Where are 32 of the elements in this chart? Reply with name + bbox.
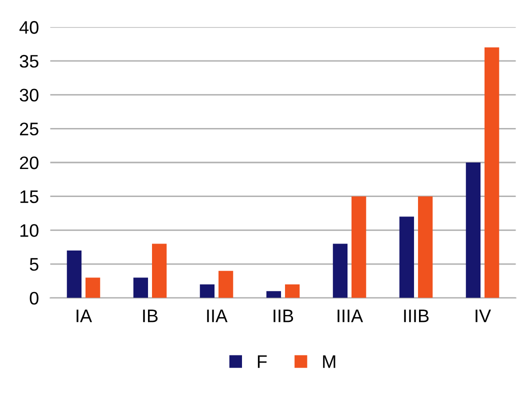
x-tick-label: IIIA (338, 310, 364, 322)
bar (332, 244, 348, 298)
x-tick-label: IA (76, 310, 92, 322)
bar (352, 196, 366, 298)
bar (418, 196, 433, 298)
bar (200, 284, 215, 298)
bar (66, 250, 82, 298)
bar (266, 291, 282, 298)
bar (133, 278, 148, 298)
bar (399, 216, 414, 298)
legend-label: F (258, 355, 267, 368)
bar (86, 278, 100, 298)
y-tick-label: 5 (30, 258, 38, 271)
y-tick-label: 20 (20, 156, 38, 170)
x-tick-label: IIA (207, 310, 228, 322)
x-tick-label: IB (143, 310, 158, 322)
x-tick-label: IV (476, 310, 491, 322)
y-tick-label: 0 (30, 292, 38, 305)
y-tick-label: 10 (20, 224, 38, 237)
y-tick-label: 40 (19, 21, 38, 34)
y-tick-label: 15 (20, 190, 38, 204)
x-tick-label: IIIB (404, 310, 429, 322)
y-tick-label: 25 (20, 122, 38, 136)
bar (484, 47, 500, 298)
legend-label: M (323, 355, 336, 368)
bar (218, 270, 234, 298)
y-tick-label: 35 (20, 54, 38, 68)
bar (466, 162, 481, 298)
x-tick-label: IIB (274, 310, 294, 322)
bar (285, 284, 300, 298)
y-tick-label: 30 (20, 88, 38, 102)
bar (152, 244, 167, 298)
